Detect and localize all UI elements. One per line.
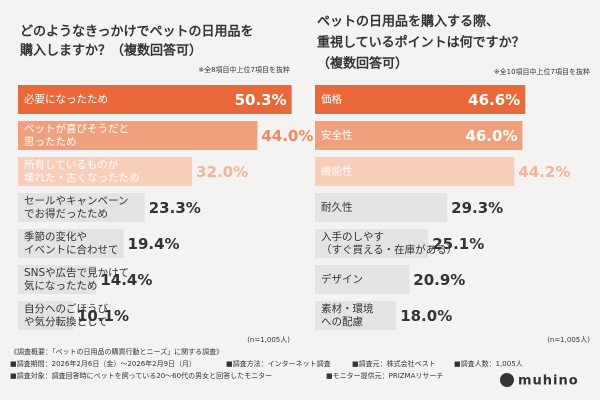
- bar: [18, 301, 73, 330]
- category-label: 思ったため: [24, 136, 77, 148]
- bar: [18, 157, 193, 186]
- category-label: ペットが喜びそうだと: [24, 122, 129, 135]
- survey-info: ■調査人数：1,005人: [454, 359, 523, 368]
- category-label: 安全性: [321, 129, 353, 142]
- bar: [315, 265, 410, 294]
- chart-title: どのようなきっかけでペットの日用品を: [20, 25, 253, 40]
- chart-title: （複数回答可）: [317, 56, 408, 72]
- category-label: 自分へのごほうび: [24, 302, 108, 315]
- chart-title: 購入しますか？（複数回答可）: [19, 43, 202, 59]
- bar: [315, 301, 397, 330]
- sample-size: (n=1,005人): [547, 336, 590, 344]
- value-label: 10.1%: [77, 307, 129, 325]
- category-label: SNSや広告で見かけて: [24, 266, 129, 279]
- category-label: セールやキャンペーン: [24, 195, 128, 207]
- logo: muhino: [518, 374, 579, 389]
- bar: [315, 229, 429, 258]
- chart-title: ペットの日用品を購入する際、: [317, 14, 499, 30]
- value-label: 25.1%: [432, 235, 484, 253]
- value-label: 18.0%: [400, 307, 452, 325]
- category-label: 気になったため: [24, 279, 98, 292]
- category-label: デザイン: [321, 273, 363, 286]
- value-label: 23.3%: [149, 199, 201, 217]
- category-label: への配慮: [321, 315, 363, 328]
- category-label: 入手のしやす: [321, 230, 384, 243]
- survey-info: ■調査方法：インターネット調査: [226, 359, 331, 368]
- category-label: （すぐ買える・在庫がある）: [321, 243, 457, 256]
- category-label: や気分転換として: [24, 315, 108, 328]
- chart-note: ※全10項目中上位7項目を抜粋: [494, 67, 590, 76]
- bar: [315, 193, 448, 222]
- survey-heading: 《調査概要：「ペットの日用品の購買行動とニーズ」に関する調査》: [10, 347, 223, 356]
- survey-info: ■調査元：株式会社ベスト: [352, 359, 436, 368]
- survey-info: ■モニター提供元：PRIZMAリサーチ: [326, 371, 443, 380]
- value-label: 32.0%: [196, 163, 248, 181]
- category-label: 必要になったため: [24, 93, 108, 106]
- chart-note: ※全8項目中上位7項目を抜粋: [198, 65, 290, 74]
- survey-info: ■調査期間：2026年2月6日（金）〜2026年2月9日（月）: [10, 359, 196, 368]
- value-label: 50.3%: [235, 91, 287, 109]
- survey-info: ■調査対象：調査回答時にペットを飼っている20〜60代の男女と回答したモニター: [10, 371, 272, 380]
- bar: [315, 85, 526, 114]
- value-label: 20.9%: [413, 271, 465, 289]
- category-label: 素材・環境: [321, 302, 374, 315]
- category-label: 機能性: [321, 165, 353, 178]
- value-label: 44.2%: [518, 163, 570, 181]
- category-label: 季節の変化や: [24, 230, 87, 243]
- sample-size: (n=1,005人): [247, 336, 290, 344]
- bar: [18, 193, 145, 222]
- bar: [18, 229, 124, 258]
- category-label: 耐久性: [321, 201, 353, 214]
- value-label: 46.0%: [465, 127, 517, 145]
- category-label: 価格: [321, 93, 342, 106]
- bar: [18, 121, 258, 150]
- value-label: 19.4%: [128, 235, 180, 253]
- value-label: 44.0%: [261, 127, 313, 145]
- logo-mark: [500, 373, 514, 387]
- chart-title: 重視しているポイントは何ですか？: [317, 35, 525, 51]
- bar: [18, 85, 292, 114]
- bar: [18, 265, 97, 294]
- category-label: イベントに合わせて: [24, 243, 119, 256]
- value-label: 14.4%: [100, 271, 152, 289]
- bar: [315, 121, 523, 150]
- value-label: 46.6%: [468, 91, 520, 109]
- category-label: でお得だったため: [24, 208, 108, 220]
- bar: [315, 157, 515, 186]
- value-label: 29.3%: [451, 199, 503, 217]
- category-label: 壊れた・古くなったため: [24, 171, 140, 184]
- category-label: 所有しているものが: [24, 158, 119, 171]
